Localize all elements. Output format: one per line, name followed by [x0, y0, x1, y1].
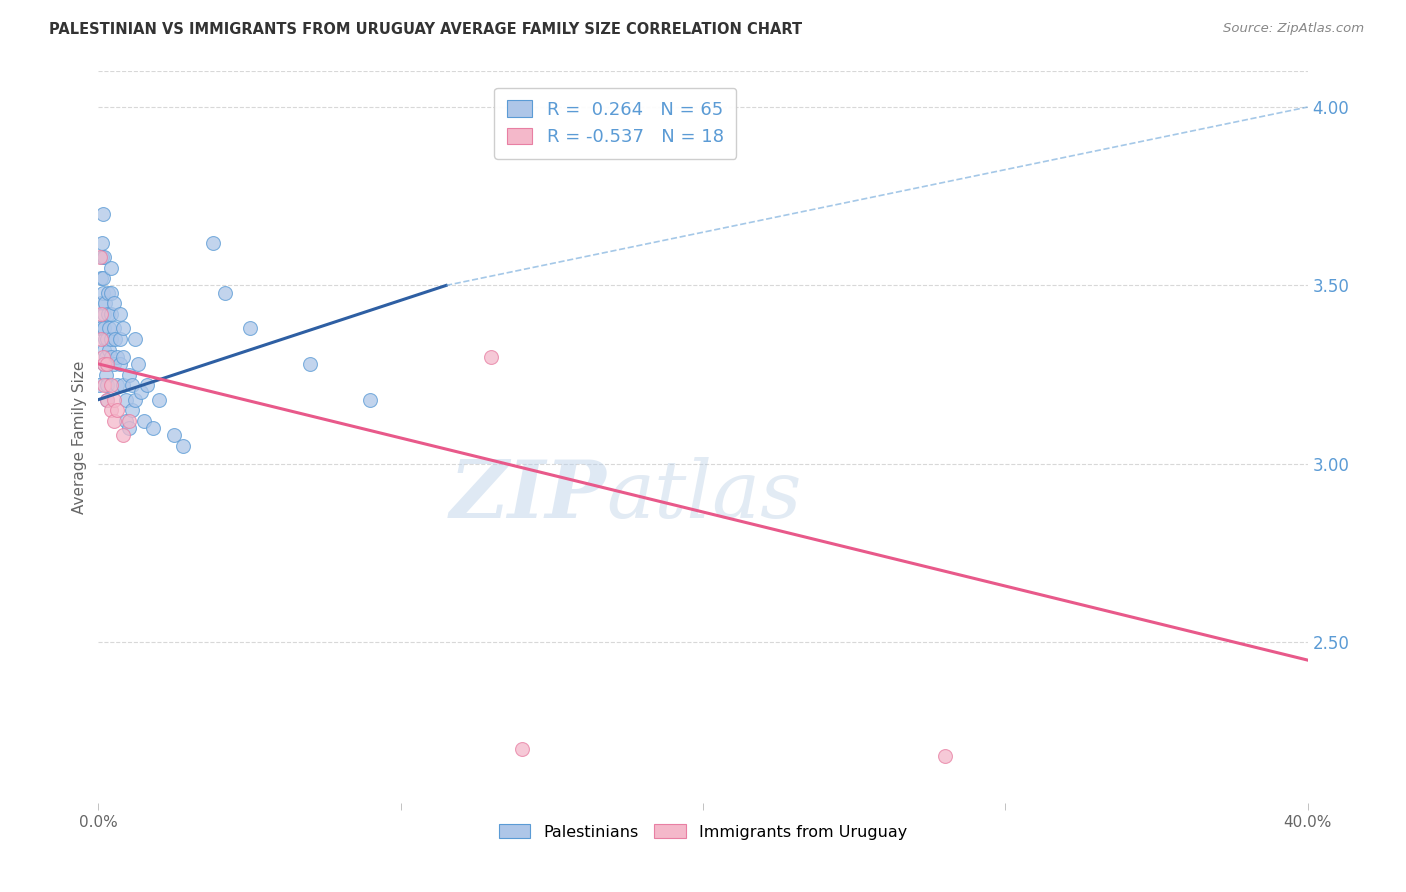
Point [103, 296, 125, 310]
Point [96, 357, 118, 371]
Point [214, 285, 236, 300]
Point [105, 403, 128, 417]
Point [96, 392, 118, 407]
Point [108, 332, 131, 346]
Point [135, 378, 157, 392]
Point [97, 285, 120, 300]
Point [105, 378, 128, 392]
Point [129, 385, 152, 400]
Point [91, 207, 114, 221]
Point [91, 271, 114, 285]
Point [100, 307, 122, 321]
Point [90, 321, 112, 335]
Point [118, 421, 141, 435]
Point [96, 357, 118, 371]
Point [108, 307, 131, 321]
Point [127, 357, 149, 371]
Point [121, 378, 143, 392]
Point [103, 357, 125, 371]
Point [96, 332, 118, 346]
Point [118, 368, 141, 382]
Point [90, 332, 112, 346]
Point [114, 392, 136, 407]
Legend: Palestinians, Immigrants from Uruguay: Palestinians, Immigrants from Uruguay [492, 818, 914, 846]
Point [108, 357, 131, 371]
Point [93, 343, 115, 357]
Point [100, 285, 122, 300]
Point [132, 414, 155, 428]
Y-axis label: Average Family Size: Average Family Size [72, 360, 87, 514]
Text: Source: ZipAtlas.com: Source: ZipAtlas.com [1223, 22, 1364, 36]
Point [100, 260, 122, 275]
Point [93, 357, 115, 371]
Point [299, 357, 322, 371]
Point [104, 332, 127, 346]
Point [94, 368, 117, 382]
Point [90, 296, 112, 310]
Point [481, 350, 503, 364]
Point [510, 742, 533, 756]
Point [114, 414, 136, 428]
Point [100, 332, 122, 346]
Point [202, 235, 225, 250]
Point [96, 392, 118, 407]
Point [94, 296, 117, 310]
Point [111, 350, 134, 364]
Point [105, 350, 128, 364]
Point [142, 421, 165, 435]
Point [94, 332, 117, 346]
Point [87, 378, 110, 392]
Point [98, 343, 121, 357]
Point [100, 378, 122, 392]
Point [96, 378, 118, 392]
Point [111, 321, 134, 335]
Text: atlas: atlas [606, 457, 801, 534]
Point [91, 250, 114, 264]
Point [90, 271, 112, 285]
Point [103, 321, 125, 335]
Text: PALESTINIAN VS IMMIGRANTS FROM URUGUAY AVERAGE FAMILY SIZE CORRELATION CHART: PALESTINIAN VS IMMIGRANTS FROM URUGUAY A… [49, 22, 803, 37]
Point [239, 321, 262, 335]
Point [91, 285, 114, 300]
Point [91, 235, 114, 250]
Point [118, 414, 141, 428]
Point [90, 307, 112, 321]
Point [360, 392, 382, 407]
Point [91, 350, 114, 364]
Point [111, 428, 134, 442]
Point [148, 392, 170, 407]
Point [93, 321, 115, 335]
Point [124, 332, 146, 346]
Point [124, 392, 146, 407]
Point [98, 321, 121, 335]
Point [100, 350, 122, 364]
Point [93, 307, 115, 321]
Point [111, 378, 134, 392]
Point [172, 439, 194, 453]
Point [94, 350, 117, 364]
Point [121, 403, 143, 417]
Point [934, 749, 956, 764]
Text: ZIP: ZIP [450, 457, 606, 534]
Point [89, 321, 111, 335]
Point [93, 378, 115, 392]
Point [89, 250, 111, 264]
Point [103, 392, 125, 407]
Point [103, 414, 125, 428]
Point [93, 250, 115, 264]
Point [93, 357, 115, 371]
Point [100, 403, 122, 417]
Point [163, 428, 186, 442]
Point [97, 307, 120, 321]
